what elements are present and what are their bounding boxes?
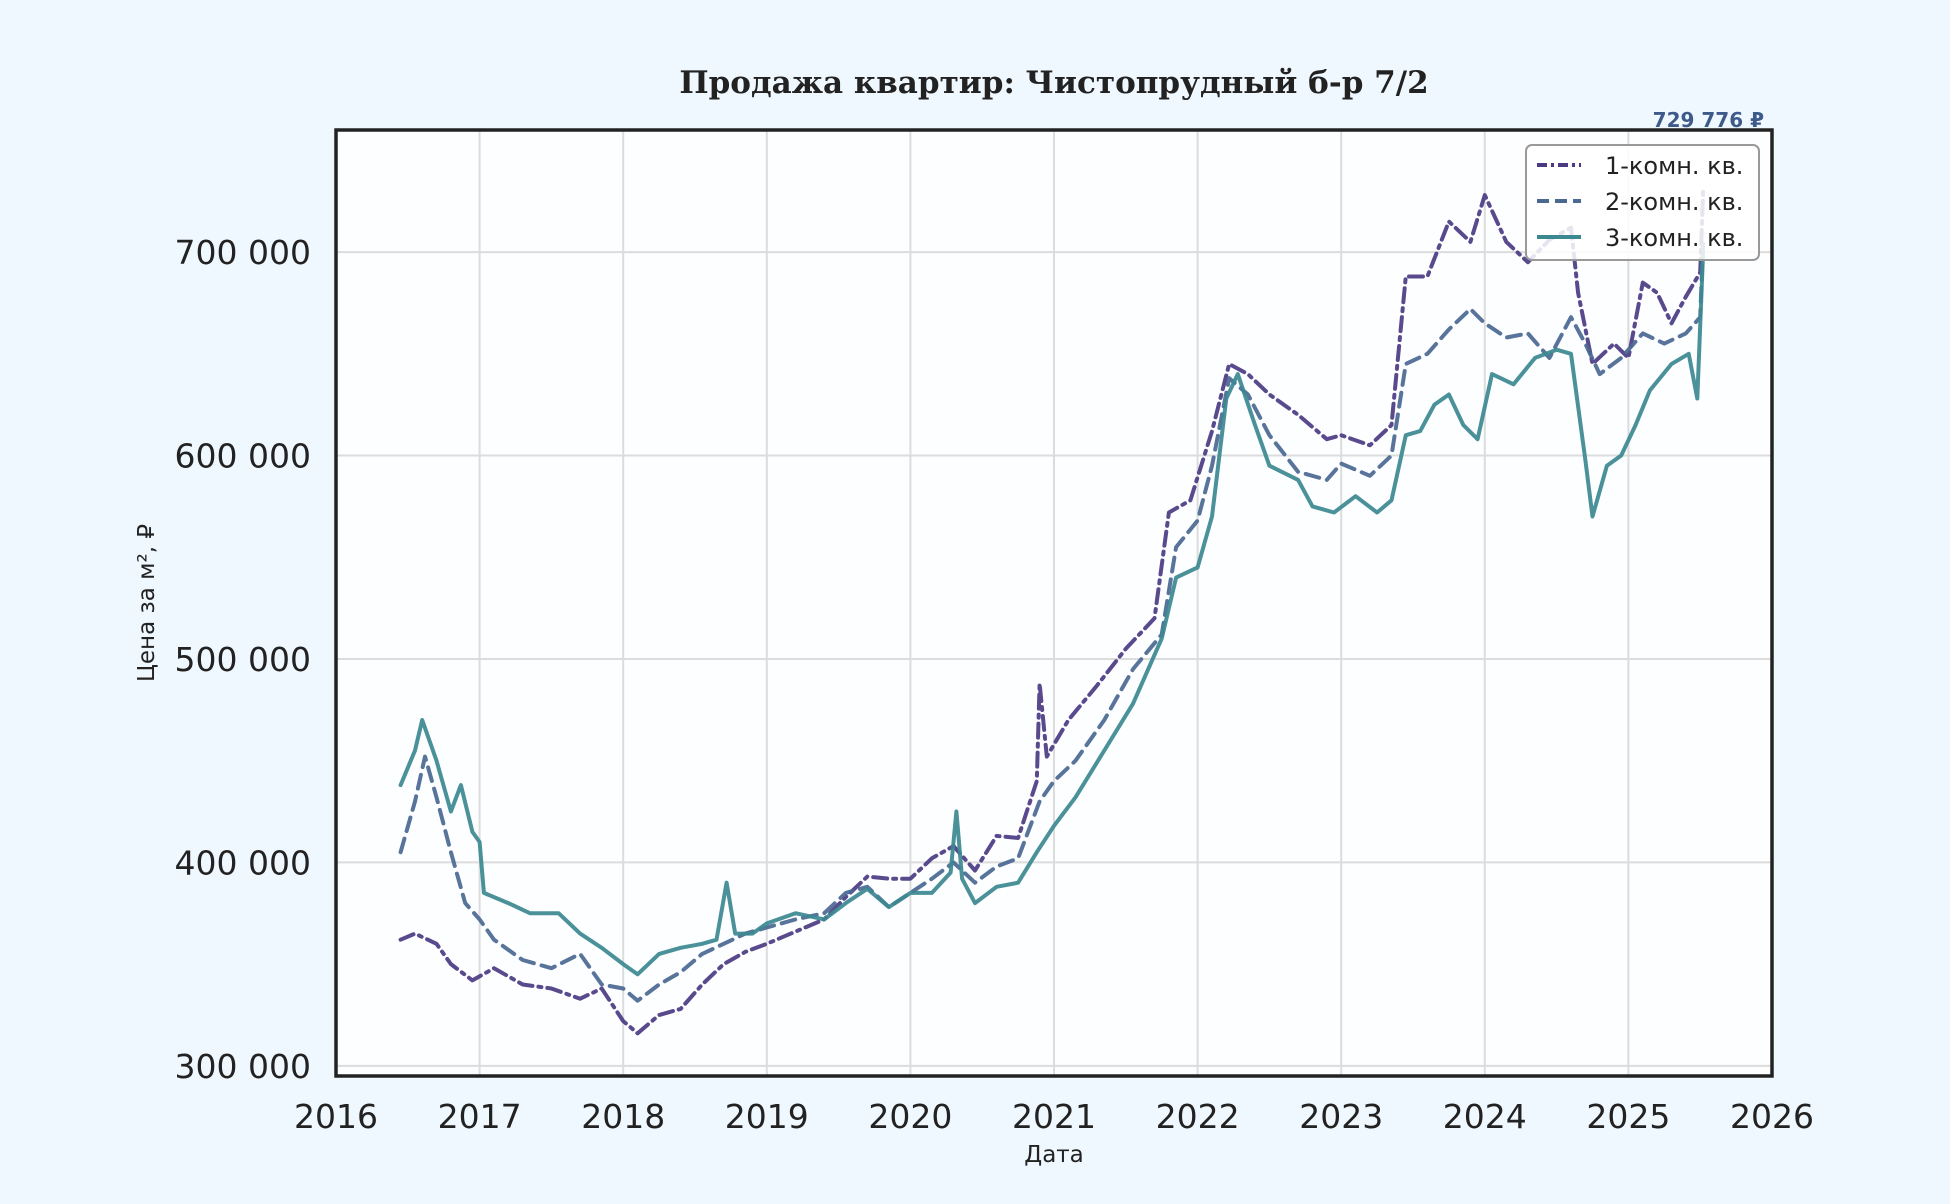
- x-tick-label: 2017: [438, 1097, 522, 1136]
- legend-label-2: 2-комн. кв.: [1605, 188, 1743, 216]
- y-tick-label: 700 000: [175, 233, 311, 272]
- series-line-3: [398, 250, 1706, 977]
- y-axis-label: Цена за м², ₽: [134, 524, 160, 682]
- plot-frame: [334, 128, 1774, 1078]
- x-tick-label: 2024: [1443, 1097, 1527, 1136]
- x-tick-label: 2026: [1730, 1097, 1814, 1136]
- x-tick-label: 2025: [1586, 1097, 1670, 1136]
- x-tick-label: 2019: [725, 1097, 809, 1136]
- top-value-annotation: 729 776 ₽: [1653, 108, 1764, 132]
- legend-label-1: 1-комн. кв.: [1605, 152, 1743, 180]
- series-line-2: [398, 239, 1706, 1003]
- y-tick-label: 600 000: [175, 437, 311, 476]
- x-axis-label: Дата: [1024, 1142, 1084, 1168]
- x-tick-label: 2016: [294, 1097, 378, 1136]
- chart-title: Продажа квартир: Чистопрудный б-р 7/2: [679, 65, 1428, 101]
- legend: 1-комн. кв. 2-комн. кв. 3-комн. кв.: [1525, 144, 1760, 261]
- y-tick-label: 500 000: [175, 640, 311, 679]
- y-tick-label: 400 000: [175, 843, 311, 882]
- x-tick-label: 2020: [868, 1097, 952, 1136]
- y-axis-ticks: 300 000 400 000 500 000 600 000 700 000: [175, 233, 311, 1086]
- x-tick-label: 2021: [1012, 1097, 1096, 1136]
- x-tick-label: 2023: [1299, 1097, 1383, 1136]
- legend-box: [1525, 144, 1760, 261]
- legend-label-3: 3-комн. кв.: [1605, 224, 1743, 252]
- x-axis-ticks: 2016 2017 2018 2019 2020 2021 2022 2023 2024 2025…: [294, 1097, 1814, 1136]
- x-tick-label: 2022: [1156, 1097, 1240, 1136]
- y-tick-label: 300 000: [175, 1047, 311, 1086]
- x-tick-label: 2018: [581, 1097, 665, 1136]
